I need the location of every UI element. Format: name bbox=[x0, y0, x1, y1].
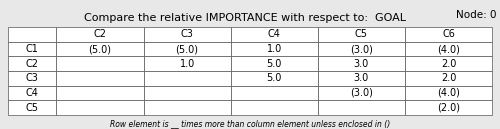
Text: (2.0): (2.0) bbox=[437, 103, 460, 113]
Text: 3.0: 3.0 bbox=[354, 73, 369, 83]
Text: (3.0): (3.0) bbox=[350, 88, 373, 98]
Bar bbox=[230, 71, 318, 86]
Bar bbox=[318, 56, 405, 71]
Bar bbox=[405, 71, 492, 86]
Bar bbox=[230, 100, 318, 115]
Bar bbox=[318, 42, 405, 56]
Bar bbox=[405, 27, 492, 42]
Text: C1: C1 bbox=[26, 44, 38, 54]
Bar bbox=[405, 56, 492, 71]
Bar bbox=[8, 27, 56, 42]
Bar bbox=[230, 56, 318, 71]
Text: C2: C2 bbox=[94, 29, 106, 39]
Bar bbox=[8, 100, 56, 115]
Bar bbox=[230, 42, 318, 56]
Text: C6: C6 bbox=[442, 29, 455, 39]
Bar bbox=[144, 27, 231, 42]
Bar bbox=[8, 71, 56, 86]
Text: (4.0): (4.0) bbox=[437, 88, 460, 98]
Bar bbox=[318, 27, 405, 42]
Text: (5.0): (5.0) bbox=[176, 44, 199, 54]
Bar bbox=[230, 27, 318, 42]
Text: Compare the relative IMPORTANCE with respect to:  GOAL: Compare the relative IMPORTANCE with res… bbox=[84, 13, 406, 23]
Text: C5: C5 bbox=[355, 29, 368, 39]
Text: C2: C2 bbox=[26, 59, 38, 69]
Bar bbox=[56, 56, 144, 71]
Text: Node: 0: Node: 0 bbox=[456, 10, 496, 20]
Bar bbox=[144, 42, 231, 56]
Text: C4: C4 bbox=[26, 88, 38, 98]
Bar bbox=[56, 42, 144, 56]
Bar bbox=[56, 27, 144, 42]
Bar bbox=[318, 71, 405, 86]
Text: 5.0: 5.0 bbox=[266, 59, 282, 69]
Text: 1.0: 1.0 bbox=[266, 44, 282, 54]
Text: C3: C3 bbox=[26, 73, 38, 83]
Bar bbox=[144, 71, 231, 86]
Bar bbox=[318, 100, 405, 115]
Bar bbox=[144, 56, 231, 71]
Bar bbox=[144, 100, 231, 115]
Bar bbox=[8, 42, 56, 56]
Bar bbox=[8, 86, 56, 100]
Text: C4: C4 bbox=[268, 29, 280, 39]
Text: (5.0): (5.0) bbox=[88, 44, 112, 54]
Text: (3.0): (3.0) bbox=[350, 44, 373, 54]
Bar bbox=[8, 56, 56, 71]
Text: 1.0: 1.0 bbox=[180, 59, 194, 69]
Text: 2.0: 2.0 bbox=[441, 59, 456, 69]
Bar bbox=[405, 86, 492, 100]
Bar bbox=[56, 100, 144, 115]
Text: C3: C3 bbox=[180, 29, 194, 39]
Bar bbox=[56, 86, 144, 100]
Text: (4.0): (4.0) bbox=[437, 44, 460, 54]
Bar bbox=[144, 86, 231, 100]
Text: 3.0: 3.0 bbox=[354, 59, 369, 69]
Text: 5.0: 5.0 bbox=[266, 73, 282, 83]
Bar bbox=[405, 42, 492, 56]
Bar bbox=[230, 86, 318, 100]
Bar bbox=[405, 100, 492, 115]
Bar bbox=[318, 86, 405, 100]
Text: C5: C5 bbox=[26, 103, 38, 113]
Bar bbox=[56, 71, 144, 86]
Text: Row element is __ times more than column element unless enclosed in (): Row element is __ times more than column… bbox=[110, 119, 390, 128]
Text: 2.0: 2.0 bbox=[441, 73, 456, 83]
